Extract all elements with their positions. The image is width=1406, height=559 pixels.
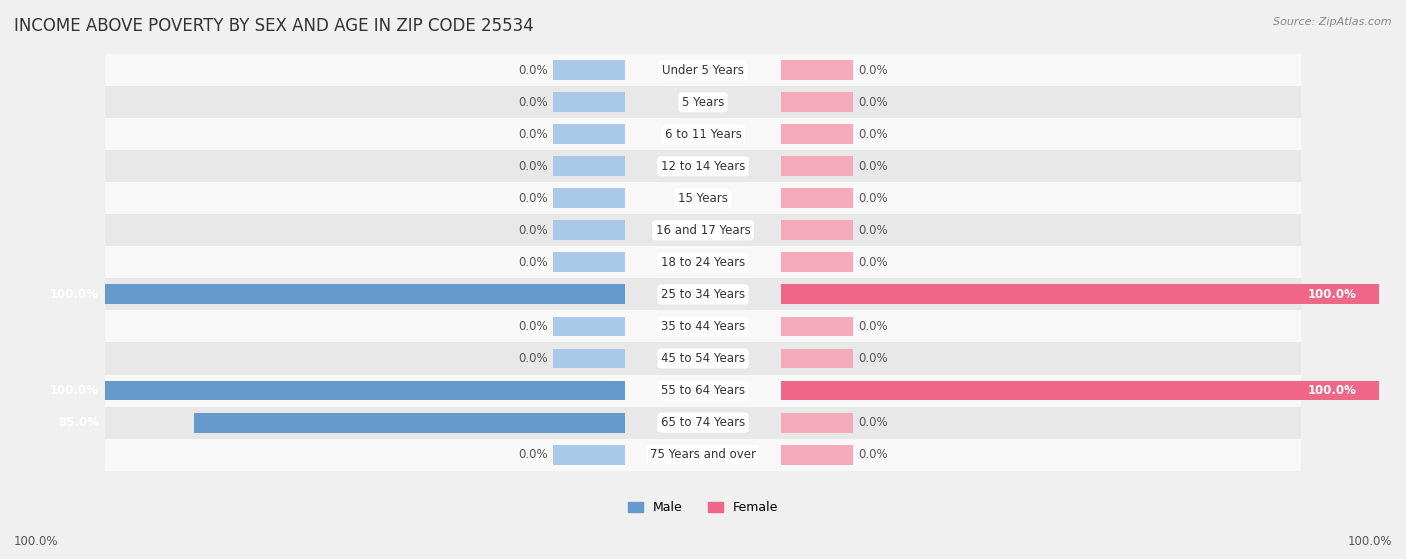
Text: 0.0%: 0.0% xyxy=(859,96,889,108)
Text: 85.0%: 85.0% xyxy=(58,416,98,429)
Text: 0.0%: 0.0% xyxy=(517,224,547,237)
Text: 0.0%: 0.0% xyxy=(517,256,547,269)
Text: 0.0%: 0.0% xyxy=(859,320,889,333)
Text: 0.0%: 0.0% xyxy=(517,448,547,461)
Text: 0.0%: 0.0% xyxy=(859,192,889,205)
Text: 25 to 34 Years: 25 to 34 Years xyxy=(661,288,745,301)
Text: 55 to 64 Years: 55 to 64 Years xyxy=(661,384,745,397)
Bar xyxy=(104,310,1302,343)
Text: 0.0%: 0.0% xyxy=(859,416,889,429)
Text: 0.0%: 0.0% xyxy=(517,64,547,77)
Text: 0.0%: 0.0% xyxy=(859,224,889,237)
Text: 0.0%: 0.0% xyxy=(517,96,547,108)
Text: 0.0%: 0.0% xyxy=(517,127,547,141)
Bar xyxy=(780,188,852,209)
Text: 100.0%: 100.0% xyxy=(1347,535,1392,548)
Bar xyxy=(554,124,626,144)
Bar xyxy=(780,285,1379,304)
Legend: Male, Female: Male, Female xyxy=(628,501,778,514)
Text: Source: ZipAtlas.com: Source: ZipAtlas.com xyxy=(1274,17,1392,27)
Bar xyxy=(104,278,1302,310)
Bar xyxy=(554,316,626,337)
Text: 0.0%: 0.0% xyxy=(859,127,889,141)
Bar xyxy=(104,375,1302,406)
Bar xyxy=(780,349,852,368)
Text: 0.0%: 0.0% xyxy=(517,160,547,173)
Bar xyxy=(104,182,1302,214)
Bar xyxy=(554,92,626,112)
Text: 16 and 17 Years: 16 and 17 Years xyxy=(655,224,751,237)
Bar xyxy=(104,214,1302,247)
Bar xyxy=(780,445,852,465)
Text: 15 Years: 15 Years xyxy=(678,192,728,205)
Text: 100.0%: 100.0% xyxy=(14,535,59,548)
Text: 0.0%: 0.0% xyxy=(859,448,889,461)
Bar xyxy=(554,220,626,240)
Text: 12 to 14 Years: 12 to 14 Years xyxy=(661,160,745,173)
Text: 6 to 11 Years: 6 to 11 Years xyxy=(665,127,741,141)
Bar xyxy=(104,285,626,304)
Bar xyxy=(104,86,1302,118)
Bar xyxy=(104,343,1302,375)
Bar xyxy=(554,157,626,176)
Bar xyxy=(780,316,852,337)
Text: 5 Years: 5 Years xyxy=(682,96,724,108)
Bar xyxy=(780,157,852,176)
Bar xyxy=(554,349,626,368)
Text: 0.0%: 0.0% xyxy=(859,256,889,269)
Bar xyxy=(554,188,626,209)
Text: INCOME ABOVE POVERTY BY SEX AND AGE IN ZIP CODE 25534: INCOME ABOVE POVERTY BY SEX AND AGE IN Z… xyxy=(14,17,534,35)
Bar xyxy=(104,439,1302,471)
Text: 45 to 54 Years: 45 to 54 Years xyxy=(661,352,745,365)
Text: 0.0%: 0.0% xyxy=(517,352,547,365)
Bar xyxy=(780,413,852,433)
Text: 100.0%: 100.0% xyxy=(1308,288,1357,301)
Text: 18 to 24 Years: 18 to 24 Years xyxy=(661,256,745,269)
Bar xyxy=(780,60,852,80)
Text: 100.0%: 100.0% xyxy=(49,384,98,397)
Bar xyxy=(104,247,1302,278)
Text: 65 to 74 Years: 65 to 74 Years xyxy=(661,416,745,429)
Bar xyxy=(780,124,852,144)
Bar xyxy=(780,92,852,112)
Bar xyxy=(104,406,1302,439)
Text: 100.0%: 100.0% xyxy=(1308,384,1357,397)
Bar xyxy=(194,413,626,433)
Text: Under 5 Years: Under 5 Years xyxy=(662,64,744,77)
Bar xyxy=(554,253,626,272)
Bar xyxy=(780,381,1379,400)
Text: 35 to 44 Years: 35 to 44 Years xyxy=(661,320,745,333)
Bar xyxy=(780,253,852,272)
Bar xyxy=(104,381,626,400)
Text: 0.0%: 0.0% xyxy=(517,192,547,205)
Text: 0.0%: 0.0% xyxy=(859,352,889,365)
Text: 0.0%: 0.0% xyxy=(859,64,889,77)
Bar xyxy=(104,150,1302,182)
Bar xyxy=(104,54,1302,86)
Text: 0.0%: 0.0% xyxy=(859,160,889,173)
Bar xyxy=(554,445,626,465)
Text: 100.0%: 100.0% xyxy=(49,288,98,301)
Bar xyxy=(554,60,626,80)
Bar xyxy=(104,118,1302,150)
Text: 0.0%: 0.0% xyxy=(517,320,547,333)
Text: 75 Years and over: 75 Years and over xyxy=(650,448,756,461)
Bar xyxy=(780,220,852,240)
